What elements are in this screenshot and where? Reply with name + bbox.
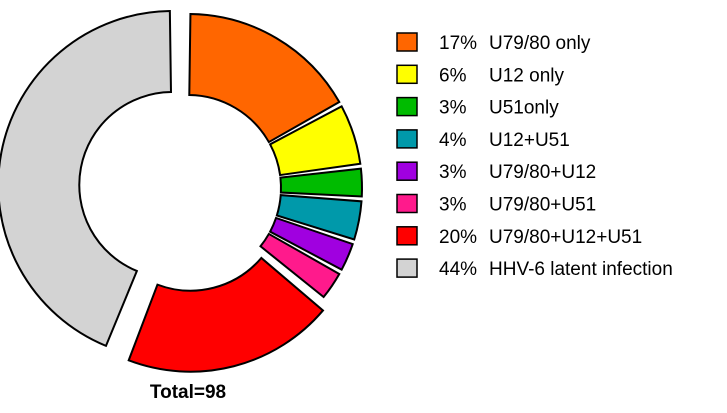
legend-percent-2: 6%	[439, 65, 467, 86]
legend-percent-8: 44%	[439, 259, 477, 280]
total-label: Total=98	[150, 382, 226, 403]
legend: 17% U79/80 only 6% U12 only 3% U51only 4% U12+U…	[396, 32, 673, 280]
legend-swatch-5	[396, 161, 418, 181]
legend-percent-6: 3%	[439, 195, 467, 216]
donut-slice-3	[279, 167, 363, 198]
legend-percent-7: 20%	[439, 227, 477, 248]
donut-slice-6	[259, 232, 341, 299]
legend-swatch-7	[396, 226, 418, 246]
legend-label-3: U51only	[489, 98, 559, 119]
legend-label-1: U79/80 only	[489, 33, 591, 54]
legend-label-8: HHV-6 latent infection	[489, 259, 673, 280]
legend-swatch-8	[396, 258, 418, 278]
donut-slice-8	[0, 10, 172, 348]
donut-slice-4	[275, 194, 363, 241]
legend-swatch-1	[396, 32, 418, 52]
legend-percent-3: 3%	[439, 98, 467, 119]
legend-percent-5: 3%	[439, 162, 467, 183]
legend-label-6: U79/80+U51	[489, 195, 596, 216]
legend-swatch-4	[396, 129, 418, 149]
legend-label-5: U79/80+U12	[489, 162, 596, 183]
legend-percent-4: 4%	[439, 130, 467, 151]
donut-slice-2	[268, 104, 362, 177]
legend-label-2: U12 only	[489, 65, 564, 86]
legend-swatch-6	[396, 193, 418, 214]
legend-swatch-3	[396, 96, 418, 117]
donut-slices	[0, 10, 363, 373]
legend-label-4: U12+U51	[489, 130, 570, 151]
legend-label-7: U79/80+U12+U51	[489, 227, 642, 248]
legend-swatch-2	[396, 64, 418, 85]
donut-slice-5	[268, 216, 354, 272]
legend-percent-1: 17%	[439, 33, 477, 54]
donut-slice-1	[188, 13, 341, 144]
donut-slice-7	[127, 256, 325, 373]
